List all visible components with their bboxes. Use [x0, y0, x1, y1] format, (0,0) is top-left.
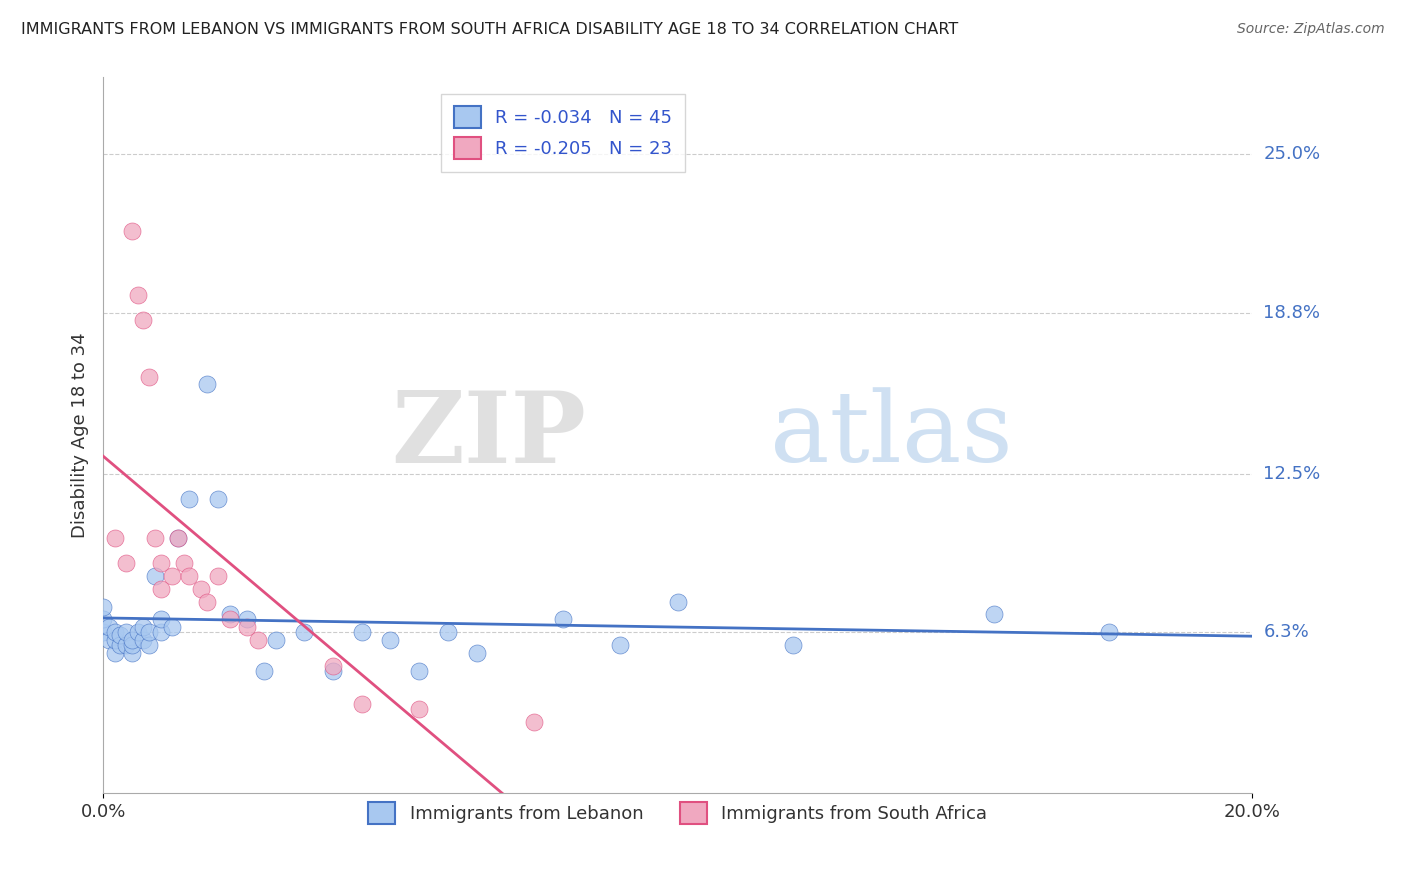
- Point: [236, 612, 259, 626]
- Point: [218, 607, 240, 622]
- Point: [132, 313, 155, 327]
- Point: [143, 569, 166, 583]
- Point: [138, 638, 160, 652]
- Point: [253, 664, 276, 678]
- Point: [551, 612, 574, 626]
- Text: Source: ZipAtlas.com: Source: ZipAtlas.com: [1237, 22, 1385, 37]
- Point: [132, 620, 155, 634]
- Point: [292, 625, 315, 640]
- Point: [115, 556, 138, 570]
- Point: [247, 632, 270, 647]
- Point: [179, 569, 201, 583]
- Point: [408, 702, 430, 716]
- Point: [143, 531, 166, 545]
- Text: 12.5%: 12.5%: [1264, 465, 1320, 483]
- Point: [160, 569, 183, 583]
- Point: [350, 625, 373, 640]
- Point: [179, 492, 201, 507]
- Point: [195, 594, 218, 608]
- Point: [97, 632, 120, 647]
- Point: [380, 632, 402, 647]
- Point: [121, 638, 143, 652]
- Point: [207, 492, 229, 507]
- Point: [465, 646, 488, 660]
- Point: [523, 714, 546, 729]
- Point: [138, 369, 160, 384]
- Point: [91, 599, 114, 614]
- Point: [97, 620, 120, 634]
- Point: [322, 658, 344, 673]
- Text: atlas: atlas: [769, 387, 1012, 483]
- Text: 6.3%: 6.3%: [1264, 624, 1309, 641]
- Point: [121, 632, 143, 647]
- Point: [110, 628, 132, 642]
- Point: [149, 556, 172, 570]
- Point: [115, 638, 138, 652]
- Point: [666, 594, 689, 608]
- Point: [173, 556, 195, 570]
- Point: [104, 531, 127, 545]
- Point: [149, 582, 172, 596]
- Point: [609, 638, 631, 652]
- Point: [782, 638, 804, 652]
- Point: [408, 664, 430, 678]
- Text: 18.8%: 18.8%: [1264, 303, 1320, 322]
- Point: [121, 224, 143, 238]
- Point: [236, 620, 259, 634]
- Y-axis label: Disability Age 18 to 34: Disability Age 18 to 34: [72, 333, 89, 538]
- Point: [1098, 625, 1121, 640]
- Point: [104, 632, 127, 647]
- Point: [350, 697, 373, 711]
- Point: [218, 612, 240, 626]
- Point: [166, 531, 188, 545]
- Point: [132, 632, 155, 647]
- Legend: Immigrants from Lebanon, Immigrants from South Africa: Immigrants from Lebanon, Immigrants from…: [357, 790, 998, 834]
- Point: [138, 625, 160, 640]
- Point: [121, 646, 143, 660]
- Point: [149, 612, 172, 626]
- Point: [160, 620, 183, 634]
- Point: [190, 582, 212, 596]
- Text: 25.0%: 25.0%: [1264, 145, 1320, 163]
- Point: [110, 638, 132, 652]
- Point: [322, 664, 344, 678]
- Point: [983, 607, 1005, 622]
- Point: [91, 612, 114, 626]
- Point: [91, 625, 114, 640]
- Point: [127, 287, 149, 301]
- Point: [437, 625, 460, 640]
- Point: [115, 625, 138, 640]
- Point: [127, 625, 149, 640]
- Point: [207, 569, 229, 583]
- Text: ZIP: ZIP: [391, 387, 586, 483]
- Point: [149, 625, 172, 640]
- Point: [104, 625, 127, 640]
- Point: [104, 646, 127, 660]
- Point: [166, 531, 188, 545]
- Point: [264, 632, 287, 647]
- Point: [195, 377, 218, 392]
- Text: IMMIGRANTS FROM LEBANON VS IMMIGRANTS FROM SOUTH AFRICA DISABILITY AGE 18 TO 34 : IMMIGRANTS FROM LEBANON VS IMMIGRANTS FR…: [21, 22, 959, 37]
